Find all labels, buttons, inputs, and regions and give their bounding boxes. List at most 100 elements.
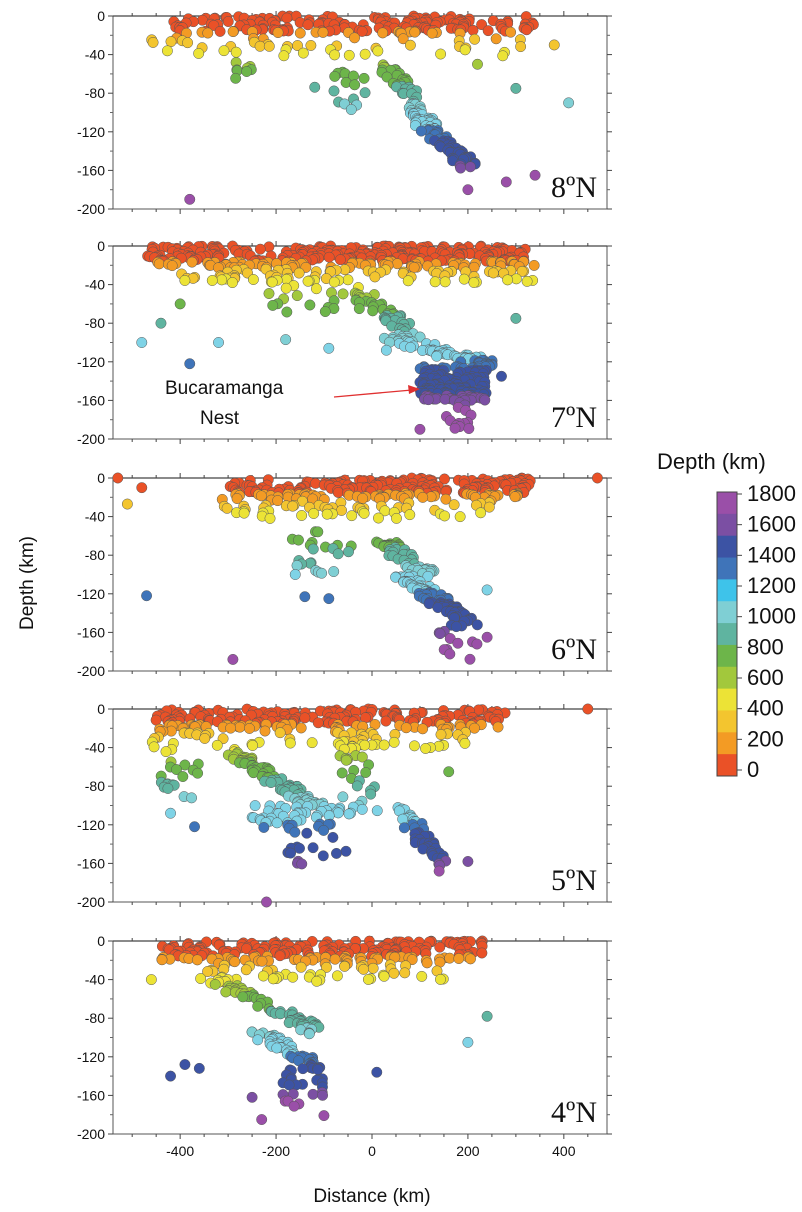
earthquake-point — [247, 740, 259, 751]
y-tick-label: -40 — [85, 740, 105, 756]
earthquake-point — [448, 499, 460, 511]
earthquake-point — [179, 275, 191, 286]
earthquake-point — [487, 267, 499, 279]
earthquake-point — [391, 512, 402, 524]
colorbar-segment — [717, 623, 737, 646]
earthquake-point — [226, 277, 238, 289]
earthquake-point — [490, 33, 502, 45]
earthquake-point — [191, 954, 203, 966]
panel-2: 0 -40 -80 -120 -160 -200 7ºN Bucaramanga Nest — [77, 238, 612, 447]
earthquake-point — [206, 275, 218, 286]
earthquake-point — [415, 125, 427, 137]
earthquake-point — [295, 961, 307, 973]
earthquake-point — [420, 743, 431, 754]
earthquake-point — [310, 283, 322, 295]
earthquake-point — [237, 991, 249, 1003]
earthquake-point — [166, 260, 178, 272]
earthquake-point — [439, 473, 450, 485]
colorbar-label: 1400 — [747, 542, 796, 567]
earthquake-point — [252, 1000, 264, 1012]
earthquake-point — [284, 737, 296, 749]
panel-latitude-label: 7ºN — [551, 401, 597, 434]
y-tick-label: -200 — [77, 1126, 105, 1142]
earthquake-point — [211, 739, 223, 751]
panel-latitude-label: 8ºN — [551, 171, 597, 204]
earthquake-point — [257, 970, 269, 982]
earthquake-point — [258, 822, 270, 833]
earthquake-point — [225, 722, 237, 734]
earthquake-point — [340, 754, 352, 766]
earthquake-point — [434, 941, 446, 953]
earthquake-point — [145, 974, 157, 986]
panel-5: 0 -40 -80 -120 -160 -200 4ºN — [77, 933, 612, 1142]
earthquake-point — [367, 305, 379, 317]
earthquake-point — [334, 254, 346, 266]
y-tick-label: -120 — [77, 354, 105, 370]
earthquake-point — [358, 72, 370, 84]
earthquake-point — [259, 725, 271, 737]
earthquake-point — [444, 952, 456, 964]
colorbar-label: 1000 — [747, 604, 796, 629]
earthquake-point — [435, 973, 446, 985]
earthquake-point — [312, 717, 324, 729]
earthquake-point — [317, 1089, 329, 1101]
earthquake-point — [422, 394, 434, 406]
earthquake-point — [435, 48, 447, 60]
earthquake-point — [153, 258, 165, 270]
earthquake-point — [362, 974, 374, 985]
earthquake-point — [582, 703, 594, 715]
earthquake-point — [311, 975, 323, 987]
earthquake-point — [464, 161, 476, 173]
earthquake-point — [319, 306, 331, 318]
earthquake-point — [509, 491, 521, 503]
earthquake-point — [222, 16, 234, 27]
earthquake-point — [296, 858, 308, 870]
earthquake-point — [496, 370, 507, 382]
earthquake-point — [331, 847, 342, 859]
earthquake-point — [186, 256, 198, 268]
earthquake-point — [162, 783, 174, 794]
earthquake-point — [515, 41, 527, 53]
earthquake-point — [328, 276, 340, 288]
annotation-arrow — [333, 389, 413, 398]
earthquake-point — [434, 628, 446, 640]
panel-latitude-label: 5ºN — [551, 864, 597, 897]
earthquake-point — [345, 104, 357, 116]
colorbar-title: Depth (km) — [657, 449, 766, 474]
earthquake-point — [463, 423, 475, 435]
colorbar-segment — [717, 732, 737, 755]
y-tick-label: -120 — [77, 124, 105, 140]
earthquake-point — [440, 493, 452, 505]
y-tick-label: -200 — [77, 201, 105, 217]
earthquake-point — [121, 498, 133, 510]
earthquake-point — [274, 950, 286, 962]
panel-1: 0 -40 -80 -120 -160 -200 8ºN — [77, 8, 612, 217]
earthquake-point — [452, 637, 464, 649]
earthquake-point — [343, 546, 354, 558]
y-tick-label: -40 — [85, 47, 105, 63]
panel-latitude-label: 4ºN — [551, 1096, 597, 1129]
earthquake-point — [301, 827, 313, 839]
earthquake-point — [182, 37, 194, 49]
earthquake-point — [372, 45, 384, 57]
earthquake-point — [221, 502, 233, 514]
earthquake-point — [238, 507, 250, 519]
earthquake-point — [318, 824, 330, 836]
earthquake-point — [516, 265, 528, 277]
earthquake-point — [306, 737, 318, 749]
earthquake-point — [332, 548, 344, 560]
annotation-arrowhead — [408, 385, 420, 394]
earthquake-point — [482, 25, 494, 37]
y-tick-label: -120 — [77, 1049, 105, 1065]
earthquake-point — [475, 507, 487, 519]
earthquake-point — [280, 282, 292, 294]
earthquake-point — [433, 865, 445, 877]
earthquake-point — [468, 277, 480, 288]
earthquake-point — [308, 508, 320, 519]
earthquake-point — [234, 721, 246, 733]
earthquake-point — [281, 12, 293, 24]
y-tick-label: 0 — [97, 8, 105, 24]
earthquake-point — [307, 1088, 319, 1100]
earthquake-point — [464, 653, 476, 665]
